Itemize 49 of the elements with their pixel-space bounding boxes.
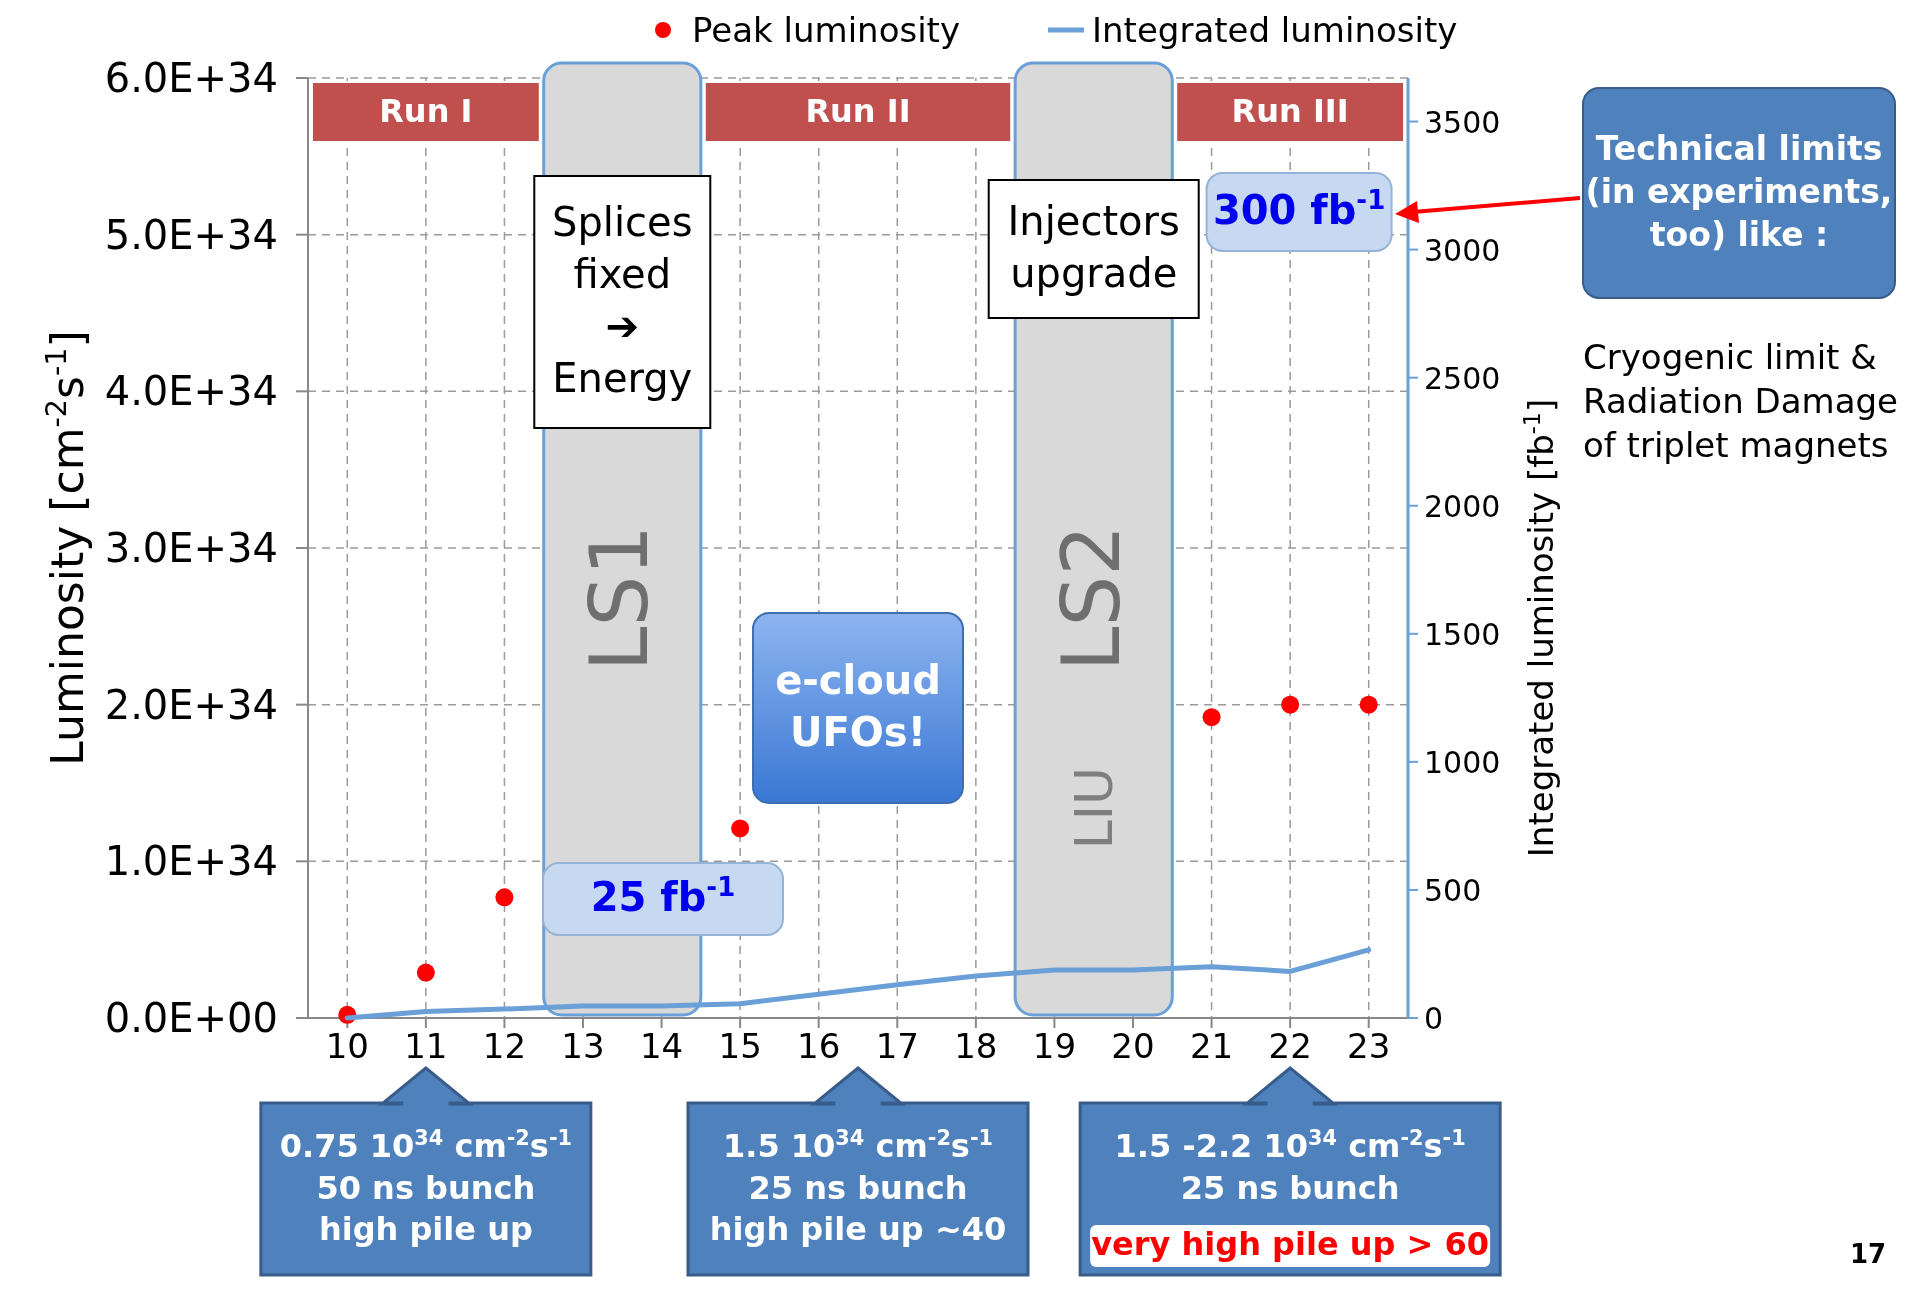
- text: 1.5 10$^{34}$ cm$^{-2}$s$^{-1}$ 25 ns bunch high pile up ~40: [709, 1126, 1007, 1249]
- annotation: 300 fb$^{-1}$: [1212, 185, 1386, 233]
- x-tick-label: 22: [1268, 1026, 1312, 1066]
- x-tick-label: 18: [954, 1026, 998, 1066]
- band-label: LS2: [1044, 524, 1138, 672]
- text: 0.75 10$^{34}$ cm$^{-2}$s$^{-1}$ 50 ns bunch high pile up: [279, 1126, 573, 1249]
- x-tick-label: 20: [1111, 1026, 1155, 1066]
- annotation: 25 fb$^{-1}$: [590, 872, 736, 920]
- legend-label: Integrated luminosity: [1092, 10, 1458, 50]
- band-label: LS1: [573, 524, 667, 672]
- y2-tick-label: 1000: [1424, 744, 1501, 780]
- x-tick-label: 19: [1032, 1026, 1077, 1066]
- text: 17: [1849, 1239, 1887, 1270]
- annotation: Run I: [379, 91, 473, 130]
- y2-tick-label: 2000: [1424, 488, 1501, 524]
- legend-label: Peak luminosity: [692, 10, 961, 50]
- annotation: Run III: [1231, 91, 1349, 130]
- y-tick-label: 1.0E+34: [104, 838, 278, 885]
- y2-tick-label: 3000: [1424, 232, 1501, 268]
- y2-tick-label: 2500: [1424, 360, 1501, 396]
- y-tick-label: 3.0E+34: [104, 525, 278, 571]
- y-tick-label: 4.0E+34: [104, 368, 278, 415]
- x-tick-label: 10: [325, 1026, 369, 1066]
- annotation: LIU: [1063, 766, 1124, 850]
- x-tick-label: 16: [797, 1026, 841, 1066]
- y-tick-label: 2.0E+34: [104, 681, 278, 728]
- text: Cryogenic limit & Radiation Damage of triplet magnets: [1583, 337, 1898, 466]
- y-tick-label: 0.0E+00: [104, 995, 278, 1041]
- text: 1.5 -2.2 10$^{34}$ cm$^{-2}$s$^{-1}$ 25 ns bunch: [1114, 1126, 1466, 1207]
- y-tick-label: 5.0E+34: [104, 211, 278, 258]
- text: Technical limits (in experiments, too) like :: [1585, 129, 1893, 254]
- annotation: e-cloud UFOs!: [775, 657, 941, 755]
- y2-tick-label: 500: [1424, 872, 1482, 908]
- x-tick-label: 17: [875, 1026, 919, 1066]
- annotation: Run II: [805, 91, 911, 130]
- annotation: Injectors upgrade: [1007, 198, 1180, 296]
- y-tick-label: 6.0E+34: [104, 55, 278, 101]
- x-tick-label: 21: [1189, 1026, 1234, 1066]
- text: very high pile up > 60: [1091, 1224, 1490, 1263]
- y2-tick-label: 0: [1424, 1001, 1444, 1036]
- y2-tick-label: 3500: [1424, 104, 1501, 140]
- x-tick-label: 14: [639, 1026, 684, 1066]
- x-tick-label: 12: [482, 1026, 527, 1066]
- x-tick-label: 23: [1347, 1026, 1391, 1066]
- y2-tick-label: 1500: [1424, 616, 1501, 652]
- annotation: Splices fixed ➔ Energy: [552, 199, 693, 401]
- x-tick-label: 13: [561, 1026, 605, 1066]
- x-tick-label: 11: [404, 1026, 448, 1066]
- x-tick-label: 15: [718, 1026, 762, 1066]
